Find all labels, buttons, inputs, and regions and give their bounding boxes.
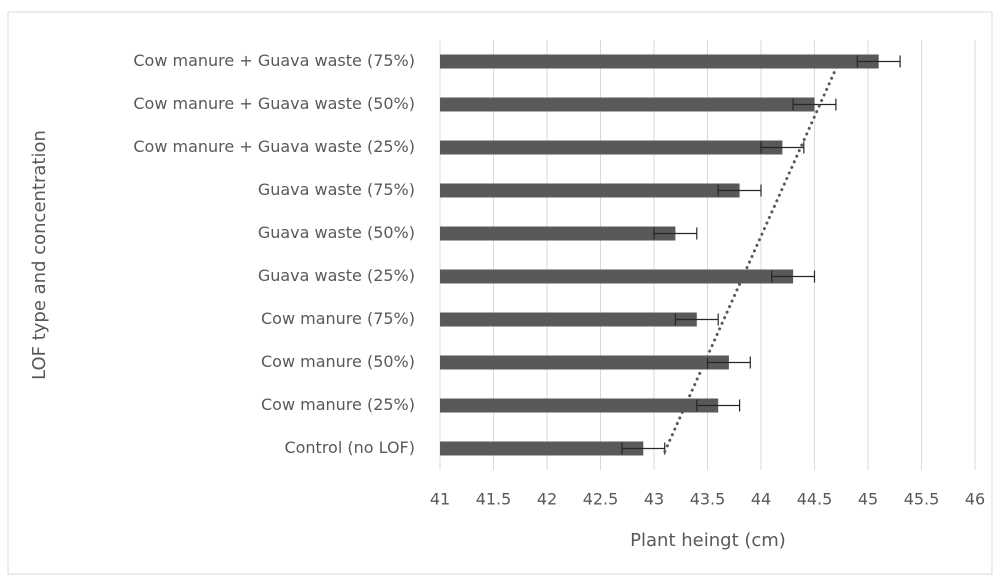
error-bar <box>653 227 698 240</box>
bar <box>440 355 729 370</box>
error-bar <box>696 399 741 412</box>
y-axis-label: LOF type and concentration <box>29 130 50 380</box>
x-tick-label: 42.5 <box>583 490 619 509</box>
x-tick-label: 45.5 <box>904 490 940 509</box>
bar <box>440 140 783 155</box>
error-bar <box>674 313 719 326</box>
bar <box>440 398 719 413</box>
bar <box>440 441 644 456</box>
x-tick-label: 46 <box>965 490 985 509</box>
x-axis-label: Plant heingt (cm) <box>630 530 786 551</box>
y-tick-label: Guava waste (75%) <box>258 180 415 199</box>
x-tick-label: 44.5 <box>797 490 833 509</box>
y-tick-label: Guava waste (50%) <box>258 223 415 242</box>
bar <box>440 312 697 327</box>
x-tick-label: 43.5 <box>690 490 726 509</box>
y-tick-label: Cow manure + Guava waste (75%) <box>133 51 415 70</box>
x-tick-label: 41.5 <box>476 490 512 509</box>
bar <box>440 269 794 284</box>
x-tick-label: 41 <box>430 490 450 509</box>
trendline <box>661 60 841 458</box>
y-tick-label: Cow manure + Guava waste (50%) <box>133 94 415 113</box>
y-tick-label: Cow manure (75%) <box>261 309 415 328</box>
error-bar <box>856 55 901 68</box>
y-tick-label: Guava waste (25%) <box>258 266 415 285</box>
x-tick-label: 44 <box>751 490 771 509</box>
error-bar <box>771 270 816 283</box>
bar <box>440 97 815 112</box>
y-tick-label: Cow manure + Guava waste (25%) <box>133 137 415 156</box>
error-bar <box>792 98 837 111</box>
bar <box>440 183 740 198</box>
x-tick-label: 43 <box>644 490 664 509</box>
error-bar <box>717 184 762 197</box>
error-bar <box>760 141 805 154</box>
bar <box>440 54 879 69</box>
bar <box>440 226 676 241</box>
error-bar <box>706 356 751 369</box>
y-tick-label: Cow manure (25%) <box>261 395 415 414</box>
x-tick-label: 42 <box>537 490 557 509</box>
y-tick-label: Control (no LOF) <box>284 438 415 457</box>
y-tick-label: Cow manure (50%) <box>261 352 415 371</box>
x-tick-label: 45 <box>858 490 878 509</box>
